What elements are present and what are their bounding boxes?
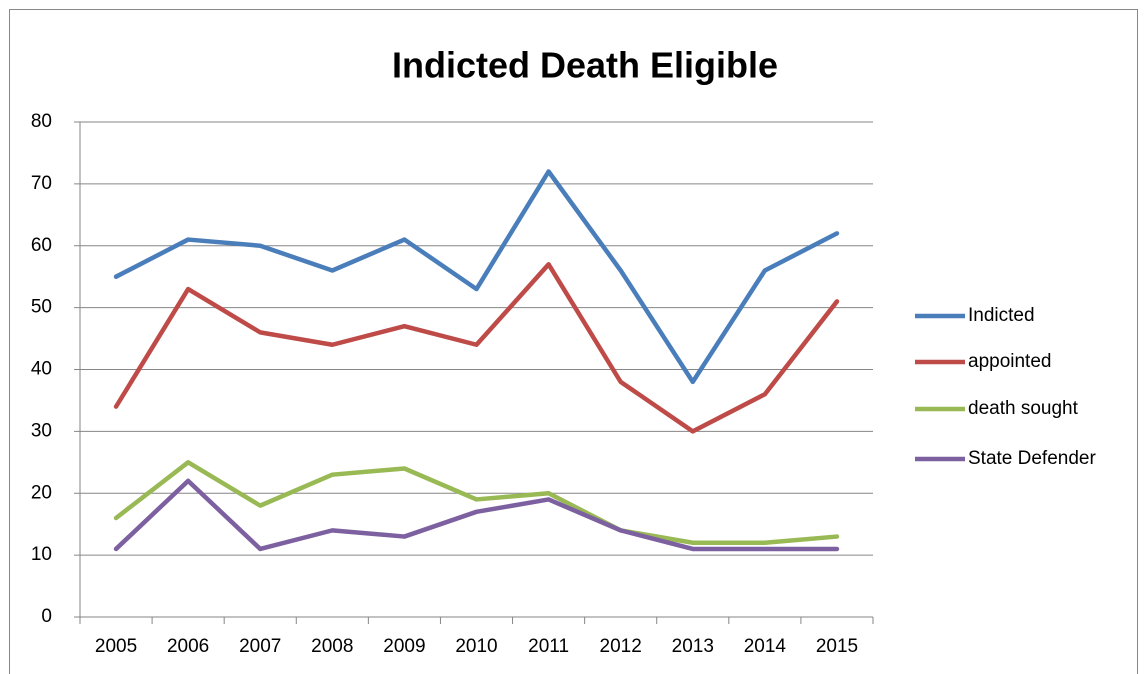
x-tick-label: 2008 [311, 636, 353, 657]
y-tick-label: 0 [41, 606, 52, 627]
x-tick-label: 2012 [600, 636, 642, 657]
legend-label: Indicted [968, 305, 1035, 326]
y-tick-label: 60 [31, 235, 52, 256]
series-line [113, 169, 840, 385]
x-tick-label: 2015 [816, 636, 858, 657]
x-tick-label: 2005 [95, 636, 137, 657]
series-line [113, 460, 840, 545]
chart-title: Indicted Death Eligible [392, 45, 778, 86]
chart-frame [9, 9, 1138, 674]
y-tick-label: 70 [31, 173, 52, 194]
x-tick-label: 2013 [672, 636, 714, 657]
x-tick-label: 2014 [744, 636, 787, 657]
y-tick-label: 40 [31, 359, 52, 380]
y-tick-label: 50 [31, 297, 52, 318]
legend-label: State Defender [968, 448, 1096, 469]
y-tick-label: 80 [31, 111, 52, 132]
x-tick-label: 2006 [167, 636, 209, 657]
y-tick-label: 20 [31, 482, 52, 503]
x-tick-label: 2010 [455, 636, 497, 657]
x-tick-label: 2009 [383, 636, 425, 657]
series-line [113, 478, 840, 552]
x-tick-label: 2007 [239, 636, 281, 657]
series-line [113, 262, 840, 434]
y-tick-label: 30 [31, 420, 52, 441]
legend-label: appointed [968, 351, 1051, 372]
x-tick-label: 2011 [528, 636, 569, 657]
legend-label: death sought [968, 398, 1079, 419]
y-tick-label: 10 [31, 544, 52, 565]
